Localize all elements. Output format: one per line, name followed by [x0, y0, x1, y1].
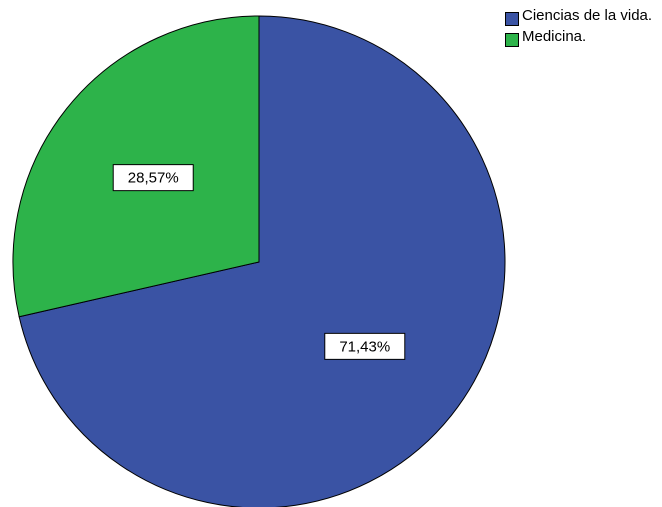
data-label-ciencias: 71,43%: [324, 332, 406, 360]
legend-item-ciencias: Ciencias de la vida.: [505, 7, 662, 26]
legend-label-medicina: Medicina.: [522, 28, 587, 45]
data-label-text-medicina: 28,57%: [128, 170, 179, 187]
pie-slice-ciencias: [18, 15, 506, 507]
legend: Ciencias de la vida. Medicina.: [505, 7, 662, 51]
data-label-medicina: 28,57%: [112, 164, 194, 192]
legend-label-ciencias: Ciencias de la vida.: [522, 7, 653, 24]
data-label-box-ciencias: [324, 332, 406, 360]
legend-swatch-medicina: [505, 33, 519, 47]
data-label-box-medicina: [112, 164, 194, 192]
data-label-text-ciencias: 71,43%: [339, 338, 390, 355]
legend-swatch-ciencias: [505, 12, 519, 26]
legend-item-medicina: Medicina.: [505, 28, 662, 47]
